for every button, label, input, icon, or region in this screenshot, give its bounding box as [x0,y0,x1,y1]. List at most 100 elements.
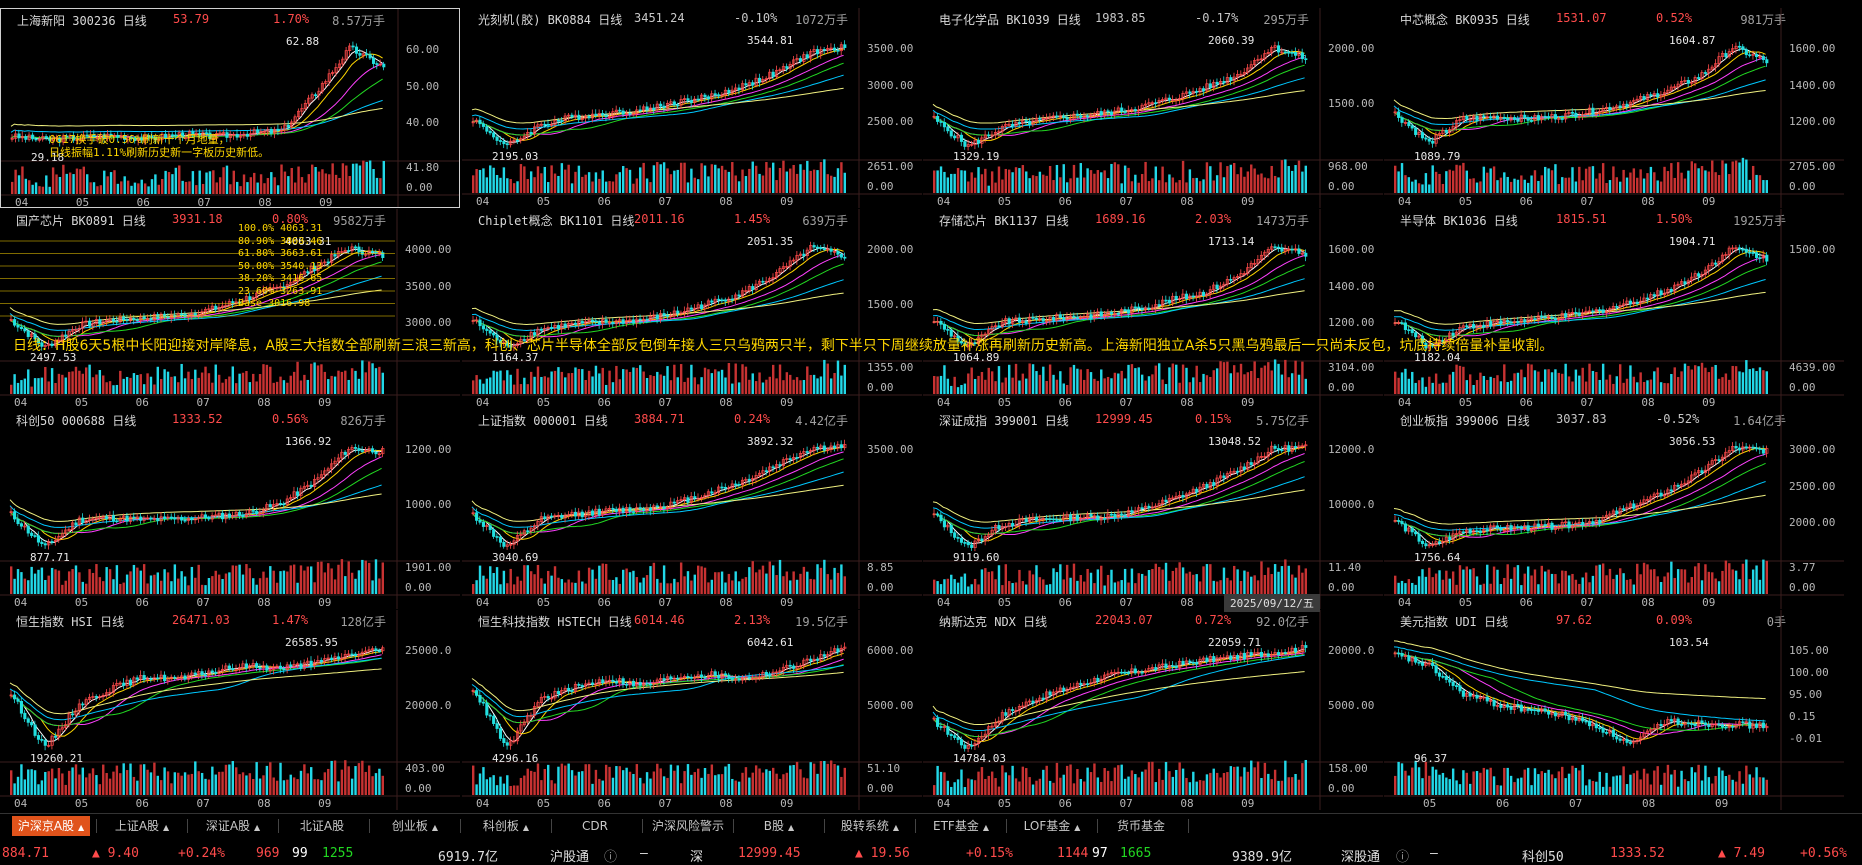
volume-bar [478,565,482,594]
candle-body [1246,267,1250,274]
candle-body [485,525,489,527]
candle-body [1564,313,1568,318]
volume-bar [34,182,38,194]
chart-panel[interactable]: 电子化学品 BK1039 日线 1983.85 -0.17% 295万手 2000.00… [923,8,1383,208]
candle-body [33,535,37,537]
chart-panel[interactable]: 恒生科技指数 HSTECH 日线 6014.46 2.13% 19.5亿手 6000.0… [462,610,922,810]
candle-body [166,678,170,682]
chart-panel[interactable]: 国产芯片 BK0891 日线 3931.18 0.80% 9582万手 4000.00 3… [0,209,460,409]
volume-bar [235,767,238,795]
candle-body [167,134,171,139]
volume-bar [1195,177,1198,193]
candle-body [1458,531,1462,534]
candle-body [81,321,85,329]
candle-body [1574,522,1578,527]
volume-bar [262,364,265,394]
volume-bar [512,183,516,193]
candle-body [285,284,289,289]
volume-bar [1578,375,1581,394]
chart-panel[interactable]: 存储芯片 BK1137 日线 1689.16 2.03% 1473万手 1600.00 1… [923,209,1383,409]
candle-body [67,713,71,725]
candle-body [1632,301,1636,305]
volume-bar [778,168,782,193]
candle-body [635,109,639,115]
candle-body [1208,482,1212,489]
chart-panel[interactable]: 恒生指数 HSI 日线 26471.03 1.47% 128亿手 25000.0 2000… [0,610,460,810]
volume-bar [1564,177,1567,193]
candle-body [1397,322,1401,325]
candle-body [648,507,653,511]
volume-bar [1397,171,1400,193]
volume-bar [475,784,478,795]
low-marker: 1329.19 [953,150,1000,163]
candle-body [638,682,642,686]
volume-bar [119,773,122,795]
volume-bar [139,764,142,795]
volume-bar [1482,166,1486,193]
month-label: 09 [1702,596,1716,609]
candle-body [1570,111,1575,114]
candle-body [819,247,823,249]
volume-bar [1704,367,1707,394]
candle-body [1567,521,1571,529]
chart-panel[interactable]: 上海新阳 300236 日线 53.79 1.70% 8.57万手 60.00 50.00… [0,8,460,208]
candle-body [478,695,482,703]
security-name: 上证指数 000001 日线 [478,414,608,428]
volume-bar [1636,382,1639,394]
candle-body [778,670,782,673]
candle-body [323,261,327,264]
candle-body [47,343,51,346]
volume-bar [65,173,68,194]
change-pct: -0.52% [1656,412,1700,426]
candle-body [815,49,820,55]
chart-panel[interactable]: 创业板指 399006 日线 3037.83 -0.52% 1.64亿手 3000.00… [1384,409,1860,609]
candle-body [1727,247,1731,255]
volume-bar [789,168,792,193]
candle-body [1758,257,1762,259]
candle-body [176,676,180,679]
candle-body [798,453,803,458]
candle-body [350,653,354,656]
candle-body [1195,90,1199,93]
volume-bar [167,172,171,194]
volume-bar [33,770,37,795]
last-price: 12999.45 [1095,412,1153,426]
chart-panel[interactable]: 半导体 BK1036 日线 1815.51 1.50% 1925万手 1500.00 46… [1384,209,1860,409]
volume-bar [133,182,137,194]
candle-body [1495,525,1500,529]
candle-body [166,516,170,519]
month-label: 04 [937,596,951,609]
volume-bar [217,574,221,594]
candle-body [1553,317,1557,321]
volume-bar [91,572,95,594]
volume-bar [826,363,829,394]
volume-bar [20,764,23,795]
candle-body [1304,58,1308,61]
candle-body [1642,96,1646,100]
chart-panel[interactable]: Chiplet概念 BK1101 日线 2011.16 1.45% 639万手 2000… [462,209,922,409]
chart-panel[interactable]: 光刻机(胶) BK0884 日线 3451.24 -0.10% 1072万手 3500.… [462,8,922,208]
chart-panel[interactable]: 上证指数 000001 日线 3884.71 0.24% 4.42亿手 3500.00 8… [462,409,922,609]
candle-body [997,325,1001,328]
volume-bar [102,581,105,594]
volume-bar [1192,178,1195,193]
candle-body [1686,280,1690,285]
volume-bar [1711,366,1714,394]
volume-bar [980,174,984,193]
volume-bar [21,166,24,194]
chart-panel[interactable]: 科创50 000688 日线 1333.52 0.56% 826万手 1200.00 10… [0,409,460,609]
candle-body [368,54,372,59]
candle-body [536,521,540,526]
volume-bar [693,177,696,193]
candle-body [495,136,499,141]
candle-body [1714,262,1718,265]
chart-panel[interactable]: 深证成指 399001 日线 12999.45 0.15% 5.75亿手 12000.0… [923,409,1383,609]
volume-bar [581,369,584,394]
candle-body [1530,318,1534,320]
candle-body [1079,115,1083,118]
month-label: 09 [1702,396,1716,409]
chart-panel[interactable]: 中芯概念 BK0935 日线 1531.07 0.52% 981万手 1600.00 14… [1384,8,1860,208]
candle-body [539,516,543,522]
candle-body [1540,524,1544,526]
volume-bar [523,775,526,795]
